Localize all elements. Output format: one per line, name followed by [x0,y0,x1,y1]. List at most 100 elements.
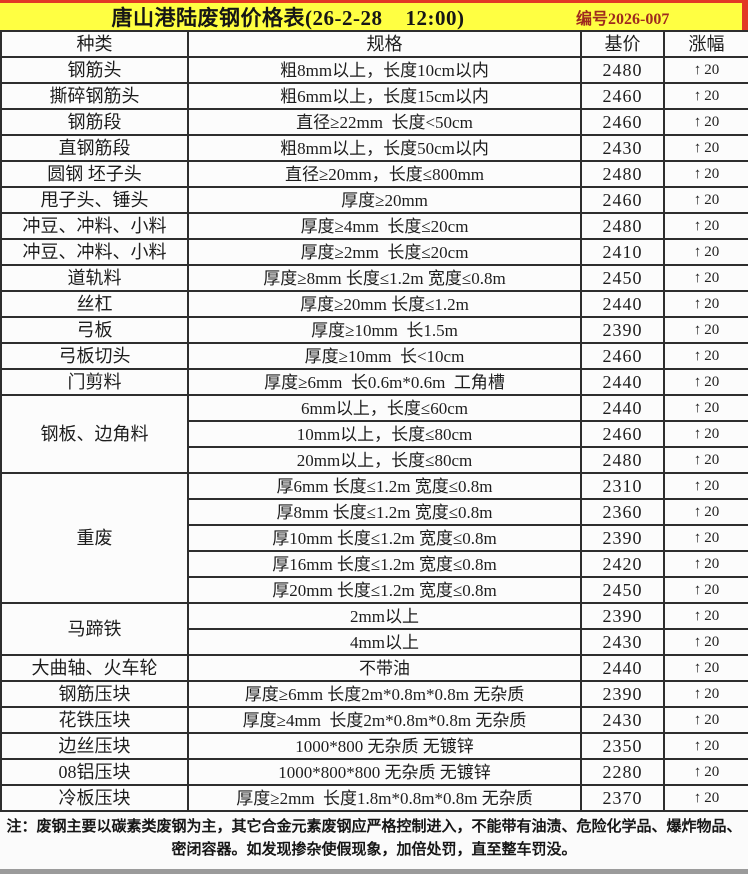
price-cell: 2430 [580,134,665,162]
spec-cell: 厚20mm 长度≤1.2m 宽度≤0.8m [187,576,582,604]
spec-cell: 厚8mm 长度≤1.2m 宽度≤0.8m [187,498,582,526]
change-cell: ↑ 20 [663,212,748,240]
change-cell: ↑ 20 [663,732,748,760]
price-cell: 2350 [580,732,665,760]
spec-cell: 厚度≥4mm 长度≤20cm [187,212,582,240]
price-cell: 2390 [580,524,665,552]
price-cell: 2390 [580,316,665,344]
change-value: 20 [704,737,720,754]
change-cell: ↑ 20 [663,706,748,734]
price-cell: 2440 [580,368,665,396]
kind-cell: 钢板、边角料 [0,394,189,474]
kind-cell: 钢筋段 [0,108,189,136]
spec-cell: 厚16mm 长度≤1.2m 宽度≤0.8m [187,550,582,578]
spec-cell: 6mm以上，长度≤60cm [187,394,582,422]
change-cell: ↑ 20 [663,368,748,396]
kind-cell: 花铁压块 [0,706,189,734]
table-row: 08铝压块 1000*800*800 无杂质 无镀锌 2280 ↑ 20 [0,758,748,786]
spec-cell: 直径≥20mm，长度≤800mm [187,160,582,188]
price-cell: 2480 [580,56,665,84]
change-value: 20 [704,269,720,286]
up-arrow-icon: ↑ [693,503,702,520]
up-arrow-icon: ↑ [693,581,702,598]
table-row: 钢筋段 直径≥22mm 长度<50cm 2460 ↑ 20 [0,108,748,136]
table-row: 大曲轴、火车轮 不带油 2440 ↑ 20 [0,654,748,682]
table-row: 边丝压块 1000*800 无杂质 无镀锌 2350 ↑ 20 [0,732,748,760]
price-cell: 2480 [580,160,665,188]
change-cell: ↑ 20 [663,602,748,630]
price-cell: 2440 [580,394,665,422]
price-cell: 2430 [580,628,665,656]
price-cell: 2480 [580,446,665,474]
change-cell: ↑ 20 [663,524,748,552]
spec-cell: 1000*800*800 无杂质 无镀锌 [187,758,582,786]
change-cell: ↑ 20 [663,394,748,422]
change-cell: ↑ 20 [663,238,748,266]
change-value: 20 [704,607,720,624]
table-row: 弓板 厚度≥10mm 长1.5m 2390 ↑ 20 [0,316,748,344]
page-title: 唐山港陆废钢价格表(26-2-28 12:00) [111,5,465,30]
up-arrow-icon: ↑ [693,373,702,390]
price-cell: 2420 [580,550,665,578]
price-cell: 2460 [580,342,665,370]
change-cell: ↑ 20 [663,758,748,786]
up-arrow-icon: ↑ [693,191,702,208]
price-cell: 2450 [580,576,665,604]
up-arrow-icon: ↑ [693,321,702,338]
change-value: 20 [704,425,720,442]
table-row: 钢筋压块 厚度≥6mm 长度2m*0.8m*0.8m 无杂质 2390 ↑ 20 [0,680,748,708]
kind-cell: 钢筋压块 [0,680,189,708]
change-cell: ↑ 20 [663,290,748,318]
change-cell: ↑ 20 [663,316,748,344]
price-cell: 2430 [580,706,665,734]
up-arrow-icon: ↑ [693,711,702,728]
kind-cell: 弓板切头 [0,342,189,370]
table-row: 冷板压块 厚度≥2mm 长度1.8m*0.8m*0.8m 无杂质 2370 ↑ 20 [0,784,748,812]
table-row: 钢筋头 粗8mm以上，长度10cm以内 2480 ↑ 20 [0,56,748,84]
table-body: 钢筋头 粗8mm以上，长度10cm以内 2480 ↑ 20 撕碎钢筋头 粗6mm以上，长度1… [0,56,748,812]
kind-cell: 冲豆、冲料、小料 [0,212,189,240]
change-value: 20 [704,659,720,676]
spec-cell: 厚度≥2mm 长度1.8m*0.8m*0.8m 无杂质 [187,784,582,812]
price-cell: 2360 [580,498,665,526]
kind-cell: 圆钢 坯子头 [0,160,189,188]
table-row: 花铁压块 厚度≥4mm 长度2m*0.8m*0.8m 无杂质 2430 ↑ 20 [0,706,748,734]
up-arrow-icon: ↑ [693,685,702,702]
change-value: 20 [704,503,720,520]
change-cell: ↑ 20 [663,680,748,708]
change-cell: ↑ 20 [663,550,748,578]
price-cell: 2390 [580,680,665,708]
change-cell: ↑ 20 [663,342,748,370]
table-row: 弓板切头 厚度≥10mm 长<10cm 2460 ↑ 20 [0,342,748,370]
spec-cell: 厚度≥6mm 长0.6m*0.6m 工角槽 [187,368,582,396]
footer-note: 注：废钢主要以碳素类废钢为主，其它合金元素废钢应严格控制进入，不能带有油渍、危险… [0,812,748,869]
change-value: 20 [704,347,720,364]
change-cell: ↑ 20 [663,264,748,292]
up-arrow-icon: ↑ [693,737,702,754]
up-arrow-icon: ↑ [693,659,702,676]
up-arrow-icon: ↑ [693,451,702,468]
change-cell: ↑ 20 [663,108,748,136]
spec-cell: 厚度≥20mm [187,186,582,214]
spec-cell: 厚度≥8mm 长度≤1.2m 宽度≤0.8m [187,264,582,292]
change-cell: ↑ 20 [663,160,748,188]
up-arrow-icon: ↑ [693,295,702,312]
spec-cell: 粗6mm以上，长度15cm以内 [187,82,582,110]
table-row: 厚10mm 长度≤1.2m 宽度≤0.8m 2390 ↑ 20 [1,524,748,552]
up-arrow-icon: ↑ [693,633,702,650]
price-cell: 2450 [580,264,665,292]
spec-cell: 20mm以上，长度≤80cm [187,446,582,474]
table-row: 冲豆、冲料、小料 厚度≥4mm 长度≤20cm 2480 ↑ 20 [0,212,748,240]
change-value: 20 [704,61,720,78]
kind-cell: 甩子头、锤头 [0,186,189,214]
spec-cell: 不带油 [187,654,582,682]
change-cell: ↑ 20 [663,576,748,604]
up-arrow-icon: ↑ [693,113,702,130]
change-cell: ↑ 20 [663,56,748,84]
spec-cell: 厚度≥2mm 长度≤20cm [187,238,582,266]
price-cell: 2440 [580,654,665,682]
spec-cell: 4mm以上 [187,628,582,656]
table-row: 道轨料 厚度≥8mm 长度≤1.2m 宽度≤0.8m 2450 ↑ 20 [0,264,748,292]
price-table: 种类 规格 基价 涨幅 钢筋头 粗8mm以上，长度10cm以内 2480 ↑ 20 撕碎钢… [0,30,748,812]
